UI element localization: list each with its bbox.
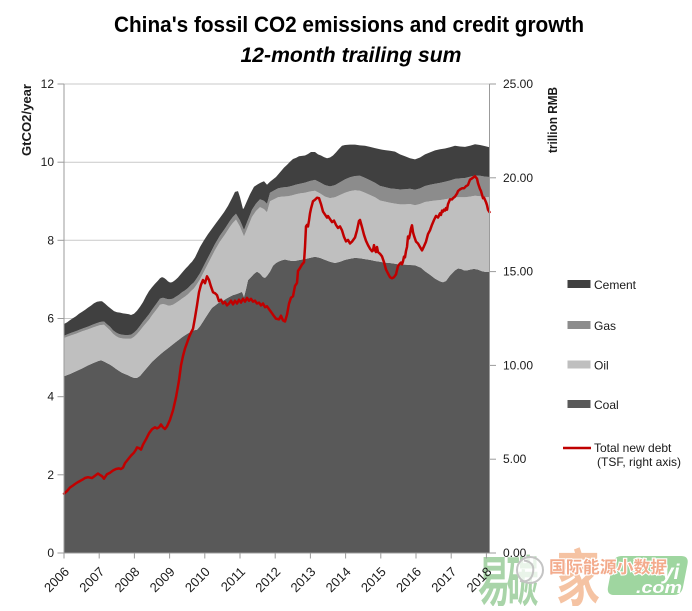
svg-text:Coal: Coal bbox=[594, 398, 619, 412]
svg-text:25.00: 25.00 bbox=[503, 77, 533, 91]
svg-text:GtCO2/year: GtCO2/year bbox=[20, 84, 34, 156]
svg-text:10: 10 bbox=[41, 155, 55, 169]
svg-text:15.00: 15.00 bbox=[503, 265, 533, 279]
svg-text:0.00: 0.00 bbox=[503, 546, 527, 560]
svg-text:.com: .com bbox=[636, 579, 682, 597]
svg-text:0: 0 bbox=[47, 546, 54, 560]
svg-text:4: 4 bbox=[47, 390, 54, 404]
svg-text:12: 12 bbox=[41, 77, 55, 91]
svg-text:10.00: 10.00 bbox=[503, 358, 533, 372]
svg-text:12-month trailing sum: 12-month trailing sum bbox=[241, 44, 462, 67]
svg-text:Oil: Oil bbox=[594, 359, 609, 373]
svg-text:(TSF, right axis): (TSF, right axis) bbox=[597, 455, 681, 469]
svg-text:China's fossil CO2 emissions a: China's fossil CO2 emissions and credit … bbox=[114, 12, 584, 37]
svg-text:trillion RMB: trillion RMB bbox=[546, 87, 560, 153]
svg-text:20.00: 20.00 bbox=[503, 171, 533, 185]
svg-text:6: 6 bbox=[47, 312, 54, 326]
svg-text:2: 2 bbox=[47, 468, 54, 482]
svg-text:yi: yi bbox=[661, 561, 681, 584]
svg-text:5.00: 5.00 bbox=[503, 452, 527, 466]
svg-text:Total new debt: Total new debt bbox=[594, 441, 672, 455]
svg-text:8: 8 bbox=[47, 233, 54, 247]
svg-text:Cement: Cement bbox=[594, 278, 637, 292]
svg-text:Gas: Gas bbox=[594, 319, 616, 333]
